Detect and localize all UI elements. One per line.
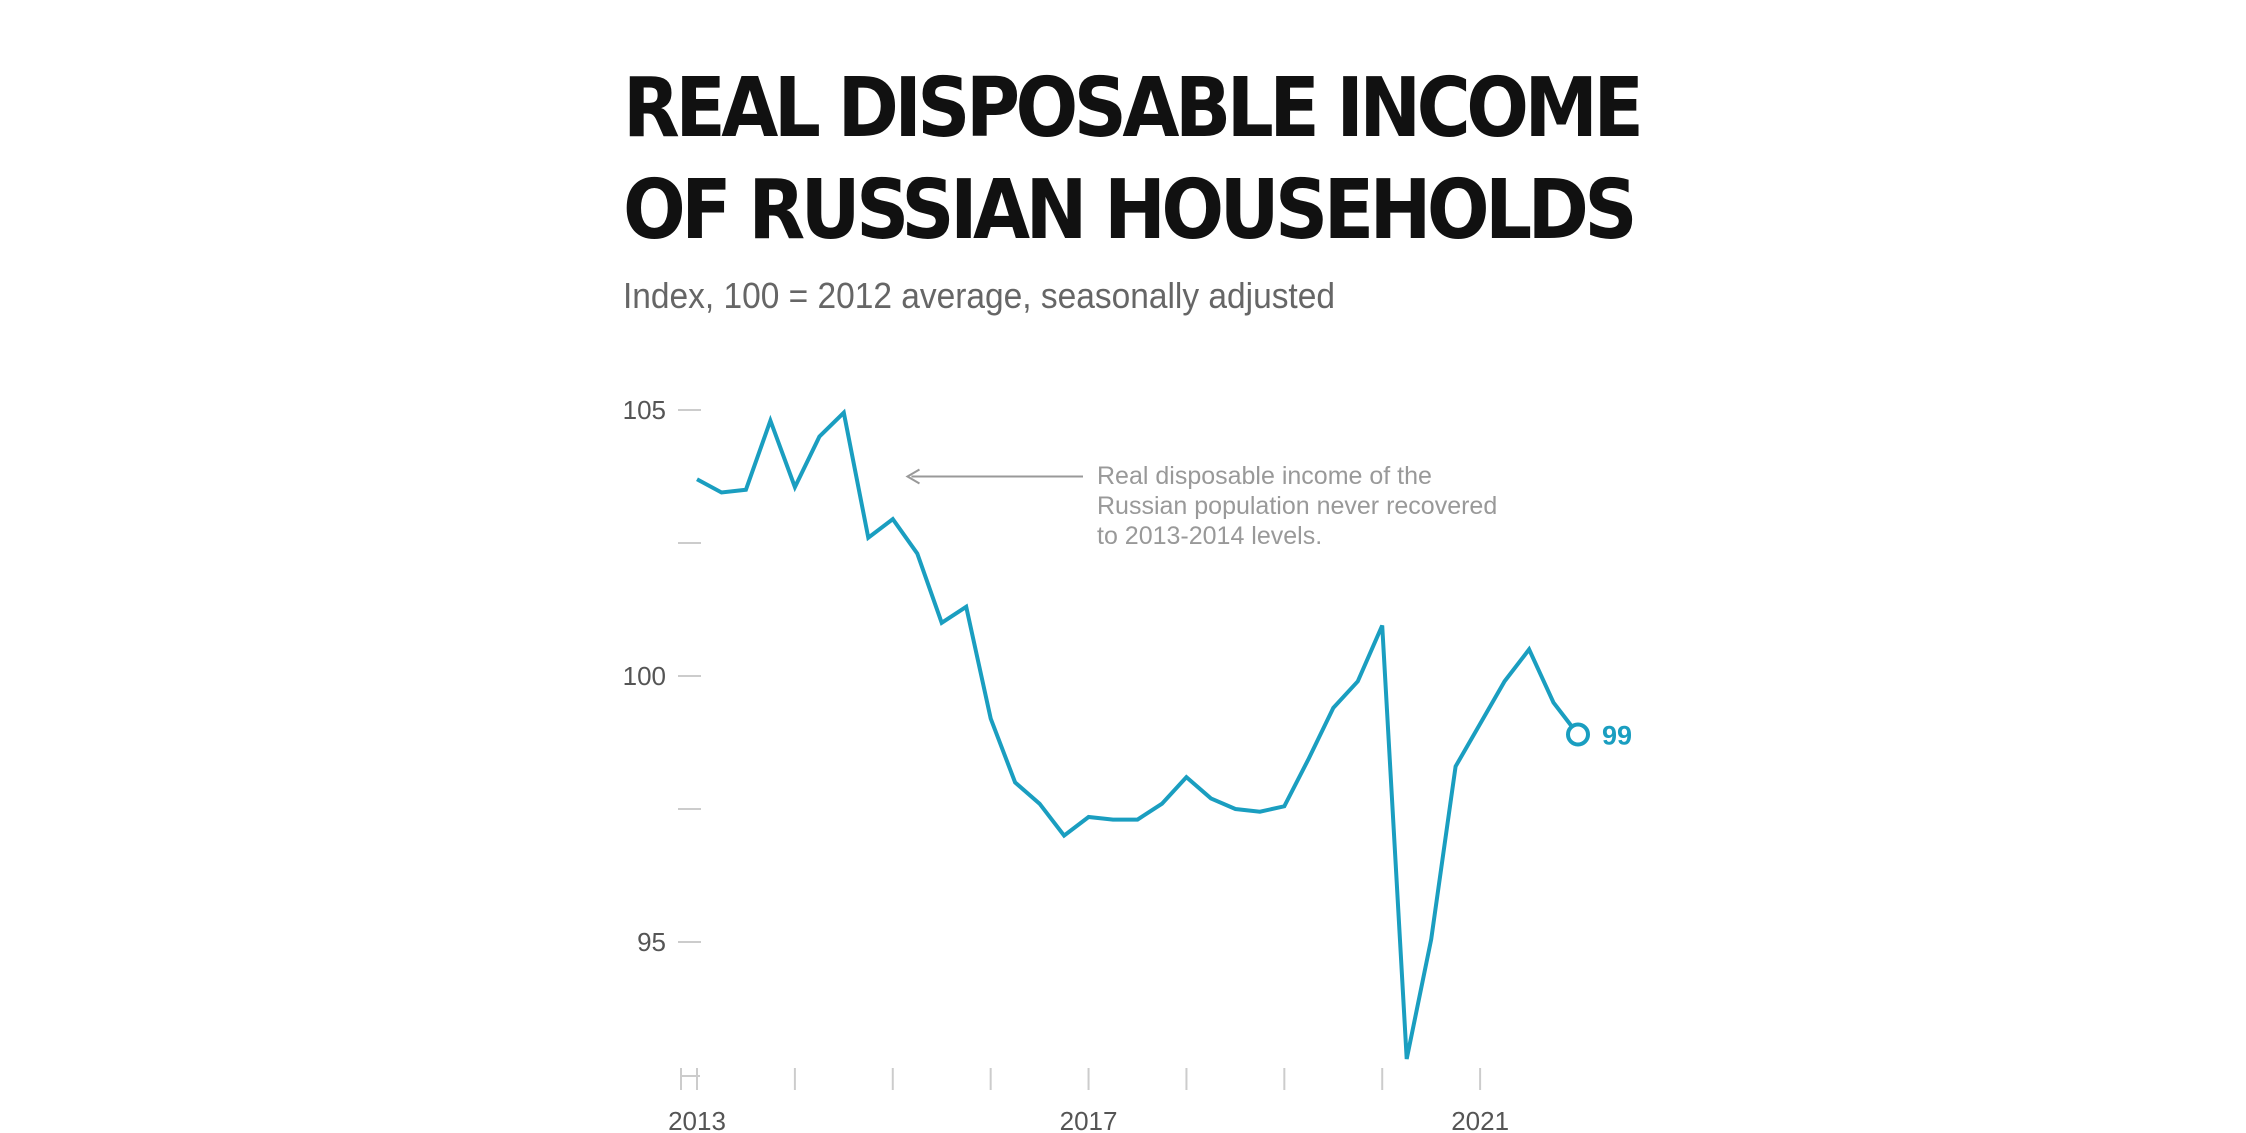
- annotation-text-line: Real disposable income of the: [1097, 462, 1432, 490]
- chart-title-line-2: OF RUSSIAN HOUSEHOLDS: [623, 163, 1638, 258]
- x-tick-label: 2017: [1060, 1106, 1118, 1133]
- annotation-arrow-head: [905, 468, 920, 485]
- series-line: [696, 408, 1580, 1060]
- chart-subtitle: Index, 100 = 2012 average, seasonally ad…: [623, 275, 1335, 316]
- y-tick-label: 105: [623, 395, 666, 425]
- y-tick-label: 100: [623, 661, 666, 691]
- annotation-text-line: Russian population never recovered: [1097, 492, 1497, 520]
- chart-title-line-1: REAL DISPOSABLE INCOME: [623, 61, 1644, 156]
- end-point-marker: [1566, 722, 1590, 747]
- chart-title: REAL DISPOSABLE INCOME OF RUSSIAN HOUSEH…: [623, 58, 1644, 262]
- x-tick-label: 2021: [1451, 1106, 1509, 1133]
- end-value-label: 99: [1602, 721, 1632, 751]
- annotation-text-line: to 2013-2014 levels.: [1097, 522, 1322, 550]
- x-tick-label: 2013: [668, 1106, 726, 1133]
- y-tick-label: 95: [637, 927, 666, 957]
